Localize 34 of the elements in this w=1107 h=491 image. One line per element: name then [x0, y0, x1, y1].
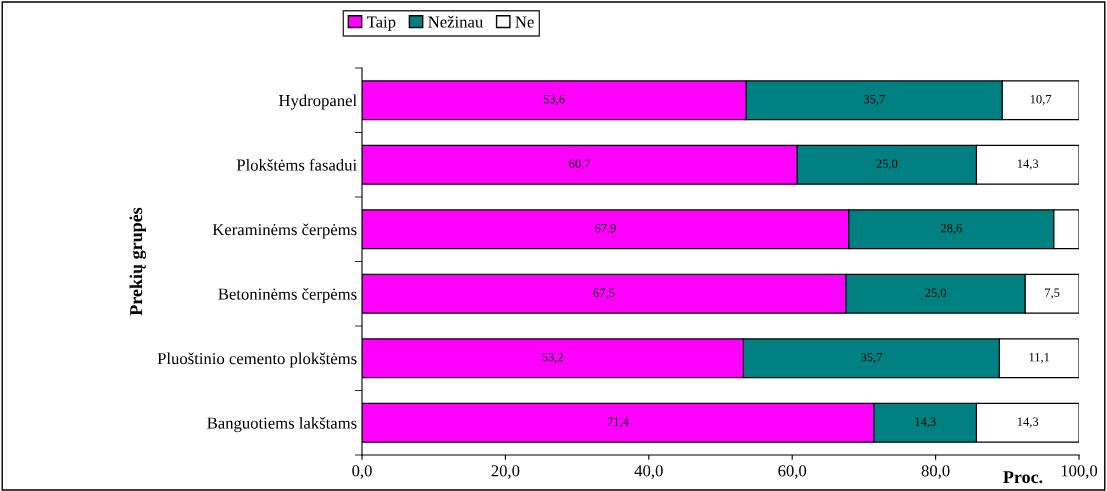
data-label: 14,3: [1017, 159, 1039, 170]
x-tick-label: 20,0: [491, 465, 520, 479]
data-label: 10,7: [1030, 94, 1052, 106]
y-tick-label: Betoninėms čerpėms: [218, 287, 357, 304]
data-label: 7,5: [1045, 288, 1060, 299]
data-label: 53,6: [543, 94, 565, 106]
y-tick-label: Plokštėms fasadui: [236, 158, 357, 171]
x-tick-label: 100,0: [1061, 465, 1098, 479]
data-label: 11,1: [1029, 353, 1050, 364]
x-tick-label: 80,0: [921, 465, 950, 479]
data-label: 14,3: [915, 417, 936, 428]
y-tick-label: Pluoštinio cemento plokštėms: [157, 352, 357, 368]
data-label: 28,6: [940, 223, 962, 235]
data-label: 14,3: [1017, 417, 1039, 428]
x-tick-label: 40,0: [634, 465, 663, 479]
data-label: 67,9: [595, 223, 616, 235]
data-label: 71,4: [607, 417, 629, 428]
x-axis-title: Proc.: [1003, 471, 1043, 484]
x-tick-label: 0,0: [352, 465, 372, 479]
data-label: 53,2: [542, 352, 563, 364]
data-label: 25,0: [925, 288, 947, 299]
data-label: 25,0: [876, 159, 898, 170]
legend-label: Ne: [515, 16, 534, 28]
legend-label: Nežinau: [428, 15, 483, 28]
legend-label: Taip: [366, 16, 396, 31]
y-tick-label: Banguotiems lakštams: [207, 416, 357, 433]
y-axis-title: Prekių grupės: [129, 207, 147, 316]
y-tick-label: Keraminėms čerpėms: [212, 223, 357, 239]
y-tick-label: Hydropanel: [278, 94, 357, 110]
data-label: 35,7: [863, 94, 885, 106]
data-label: 67,5: [593, 288, 615, 299]
data-label: 60,7: [569, 159, 591, 170]
data-label: 35,7: [861, 352, 883, 364]
x-tick-label: 60,0: [778, 465, 807, 479]
